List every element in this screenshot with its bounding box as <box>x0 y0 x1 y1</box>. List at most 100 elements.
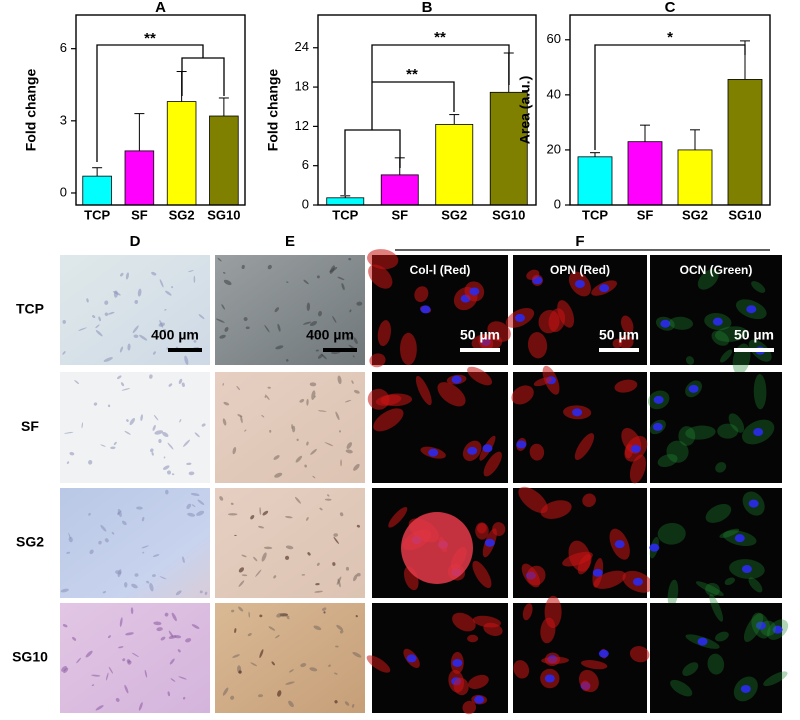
cell <box>108 666 113 674</box>
cell <box>255 569 262 577</box>
cell <box>324 498 332 501</box>
cell <box>388 506 408 528</box>
cell <box>237 414 243 418</box>
cell <box>121 520 127 526</box>
cell <box>355 615 358 618</box>
cell <box>341 283 345 291</box>
cell <box>91 674 101 677</box>
cell <box>107 635 111 639</box>
cell <box>61 665 67 672</box>
nucleus <box>712 317 723 326</box>
cell <box>705 504 732 523</box>
cell <box>88 459 93 465</box>
cell <box>119 617 123 627</box>
cell <box>187 512 196 517</box>
cell <box>277 690 282 697</box>
bar <box>82 175 112 206</box>
cell <box>104 312 109 317</box>
cell <box>472 560 492 589</box>
cell <box>181 382 185 387</box>
nucleus <box>406 654 417 663</box>
bracket <box>594 44 746 150</box>
cell <box>117 569 122 578</box>
cell <box>318 310 322 317</box>
x-tick-label: SG10 <box>207 207 240 222</box>
cell <box>122 658 126 662</box>
image-background <box>650 603 782 713</box>
cell <box>415 375 432 406</box>
image-background <box>215 488 365 598</box>
cell <box>238 567 245 573</box>
cell <box>717 423 739 439</box>
cell <box>162 465 170 470</box>
cell <box>267 264 272 270</box>
cell <box>312 475 316 479</box>
cell <box>714 326 748 342</box>
nucleus <box>599 284 610 293</box>
cell <box>286 281 289 283</box>
cell <box>152 554 160 557</box>
cell <box>526 565 546 586</box>
cell <box>156 627 163 632</box>
cell <box>133 334 139 338</box>
panel-label: F <box>575 233 584 250</box>
significance-label: * <box>667 29 673 46</box>
nucleus <box>614 540 625 549</box>
cell <box>315 583 320 586</box>
cell <box>222 418 227 426</box>
cell <box>141 545 149 549</box>
cell <box>309 667 318 672</box>
cell <box>541 656 569 665</box>
nucleus <box>544 674 555 683</box>
cell <box>273 455 280 460</box>
cell <box>373 408 404 432</box>
cell <box>319 507 323 511</box>
nucleus <box>469 287 480 296</box>
cell <box>467 366 493 386</box>
cell <box>268 626 276 631</box>
y-tick-label: 24 <box>295 39 309 54</box>
cell <box>453 677 469 696</box>
row-label: SG2 <box>16 534 44 550</box>
cell <box>105 672 109 681</box>
y-tick-label: 0 <box>60 184 67 199</box>
cell <box>149 374 153 379</box>
cell <box>345 449 353 454</box>
cell <box>241 574 248 577</box>
cell <box>581 660 608 670</box>
cell <box>72 636 77 641</box>
cell <box>316 562 320 566</box>
bar <box>124 150 155 206</box>
cell <box>167 691 171 697</box>
cell <box>194 432 200 438</box>
scale-bar-label: 50 µm <box>599 327 639 343</box>
cell <box>620 315 634 334</box>
micrograph <box>367 366 508 483</box>
cell <box>300 663 307 668</box>
cell <box>344 399 352 403</box>
y-tick-label: 40 <box>547 86 561 101</box>
image-background <box>650 488 782 598</box>
cell <box>540 500 572 519</box>
cell <box>223 279 232 286</box>
cell <box>171 473 175 476</box>
micrograph <box>367 249 511 368</box>
cell <box>167 442 174 450</box>
cell <box>117 508 122 517</box>
bar <box>627 141 663 206</box>
micrograph <box>366 603 508 715</box>
micrograph <box>513 595 650 713</box>
cell <box>221 304 226 310</box>
x-tick-label: SG2 <box>682 207 708 222</box>
cell <box>88 512 91 516</box>
cell <box>98 316 101 322</box>
chart-title: A <box>155 0 166 16</box>
cell <box>146 580 150 584</box>
cell <box>351 703 355 708</box>
cell <box>724 577 736 586</box>
cell <box>104 538 109 543</box>
cell <box>152 424 156 431</box>
cell <box>324 442 334 447</box>
cell <box>232 654 240 658</box>
cell <box>232 446 237 455</box>
